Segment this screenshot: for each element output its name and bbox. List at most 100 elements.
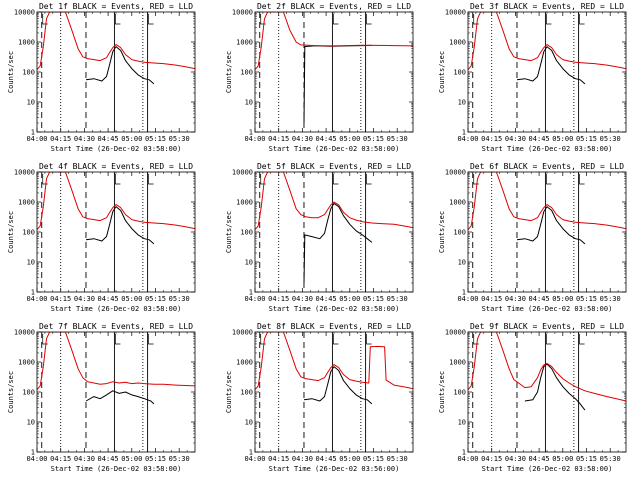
series-lld-line <box>255 172 413 230</box>
marker-bracket <box>148 174 154 185</box>
marker-bracket <box>42 14 48 25</box>
x-axis-label: Start Time (26-Dec-02 03:56:00) <box>269 465 400 473</box>
marker-bracket <box>333 14 339 25</box>
x-tick-label: 05:30 <box>600 135 621 143</box>
x-tick-label: 04:15 <box>50 295 71 303</box>
x-tick-label: 04:00 <box>26 455 47 463</box>
x-tick-label: 05:30 <box>169 295 190 303</box>
chart-title: Det 4f BLACK = Events, RED = LLD <box>39 162 193 171</box>
series-events-line <box>303 44 372 124</box>
x-tick-label: 04:30 <box>74 295 95 303</box>
x-tick-label: 05:00 <box>552 295 573 303</box>
x-tick-label: 05:00 <box>339 135 360 143</box>
marker-bracket <box>115 334 121 345</box>
marker-bracket <box>366 14 372 25</box>
series-lld-line <box>255 332 413 390</box>
y-tick-label: 100 <box>453 229 466 237</box>
y-tick-label: 1000 <box>236 199 253 207</box>
x-tick-label: 05:15 <box>576 295 597 303</box>
x-axis-label: Start Time (26-Dec-02 03:58:00) <box>51 145 182 153</box>
y-axis-label: Counts/sec <box>7 371 15 413</box>
x-tick-label: 05:15 <box>576 455 597 463</box>
plot-frame <box>467 11 627 133</box>
series-lld-line <box>37 332 195 390</box>
y-tick-label: 1 <box>31 449 35 457</box>
series-lld-line <box>468 12 626 70</box>
y-tick-label: 10000 <box>232 169 253 177</box>
y-axis-label: Counts/sec <box>438 211 446 253</box>
x-tick-label: 04:30 <box>505 135 526 143</box>
x-tick-label: 04:00 <box>457 455 478 463</box>
y-tick-label: 10000 <box>14 329 35 337</box>
x-tick-label: 04:15 <box>268 295 289 303</box>
x-tick-label: 04:00 <box>26 135 47 143</box>
chart-title: Det 6f BLACK = Events, RED = LLD <box>470 162 624 171</box>
y-tick-label: 100 <box>22 229 35 237</box>
marker-bracket <box>546 14 552 25</box>
marker-bracket <box>333 334 339 345</box>
x-axis-label: Start Time (26-Dec-02 03:58:00) <box>482 465 613 473</box>
plot-frame <box>254 331 414 453</box>
y-tick-label: 1000 <box>18 199 35 207</box>
x-tick-label: 05:15 <box>145 455 166 463</box>
x-tick-label: 05:15 <box>145 135 166 143</box>
x-tick-label: 04:15 <box>481 135 502 143</box>
x-tick-label: 04:00 <box>457 295 478 303</box>
x-tick-label: 05:30 <box>387 455 408 463</box>
y-axis-label: Counts/sec <box>225 371 233 413</box>
x-tick-label: 05:30 <box>387 135 408 143</box>
chart-title: Det 2f BLACK = Events, RED = LLD <box>257 2 411 11</box>
marker-bracket <box>473 334 479 345</box>
marker-bracket <box>115 174 121 185</box>
x-tick-label: 05:30 <box>169 135 190 143</box>
x-tick-label: 05:00 <box>121 455 142 463</box>
series-events-line <box>524 363 586 411</box>
chart-panel-2: Det 2f BLACK = Events, RED = LLD Counts/s… <box>225 2 414 153</box>
y-tick-label: 10000 <box>232 9 253 17</box>
series-events-line <box>303 202 373 284</box>
y-tick-label: 100 <box>22 69 35 77</box>
y-tick-label: 100 <box>453 69 466 77</box>
x-tick-label: 05:00 <box>339 455 360 463</box>
series-events-line <box>516 46 586 85</box>
x-tick-label: 05:30 <box>169 455 190 463</box>
y-tick-label: 10000 <box>14 9 35 17</box>
x-tick-label: 04:30 <box>292 135 313 143</box>
x-tick-label: 04:00 <box>244 295 265 303</box>
y-tick-label: 10 <box>27 99 35 107</box>
y-tick-label: 1000 <box>18 39 35 47</box>
x-tick-label: 04:15 <box>50 135 71 143</box>
x-tick-label: 05:15 <box>363 135 384 143</box>
chart-panel-8: Det 8f BLACK = Events, RED = LLD Counts/s… <box>225 322 414 473</box>
x-tick-label: 04:45 <box>98 135 119 143</box>
y-tick-label: 1000 <box>449 39 466 47</box>
marker-bracket <box>579 334 585 345</box>
series-lld-line <box>37 12 195 70</box>
y-tick-label: 10 <box>245 419 253 427</box>
x-tick-label: 04:00 <box>457 135 478 143</box>
plot-frame <box>36 331 196 453</box>
marker-bracket <box>42 174 48 185</box>
y-tick-label: 1 <box>249 449 253 457</box>
y-tick-label: 1 <box>31 129 35 137</box>
x-tick-label: 04:45 <box>529 295 550 303</box>
chart-title: Det 8f BLACK = Events, RED = LLD <box>257 322 411 331</box>
series-events-line <box>303 366 373 405</box>
y-tick-label: 10000 <box>445 169 466 177</box>
y-tick-label: 10 <box>245 99 253 107</box>
y-tick-label: 10000 <box>445 9 466 17</box>
x-tick-label: 05:30 <box>600 455 621 463</box>
x-tick-label: 04:30 <box>505 295 526 303</box>
marker-bracket <box>260 174 266 185</box>
x-tick-label: 04:15 <box>268 455 289 463</box>
y-tick-label: 1000 <box>236 359 253 367</box>
y-tick-label: 1 <box>462 289 466 297</box>
y-axis-label: Counts/sec <box>225 51 233 93</box>
x-tick-label: 04:30 <box>74 455 95 463</box>
y-tick-label: 100 <box>240 229 253 237</box>
marker-bracket <box>115 14 121 25</box>
y-axis-label: Counts/sec <box>7 51 15 93</box>
x-tick-label: 05:00 <box>552 455 573 463</box>
x-tick-label: 04:45 <box>98 455 119 463</box>
